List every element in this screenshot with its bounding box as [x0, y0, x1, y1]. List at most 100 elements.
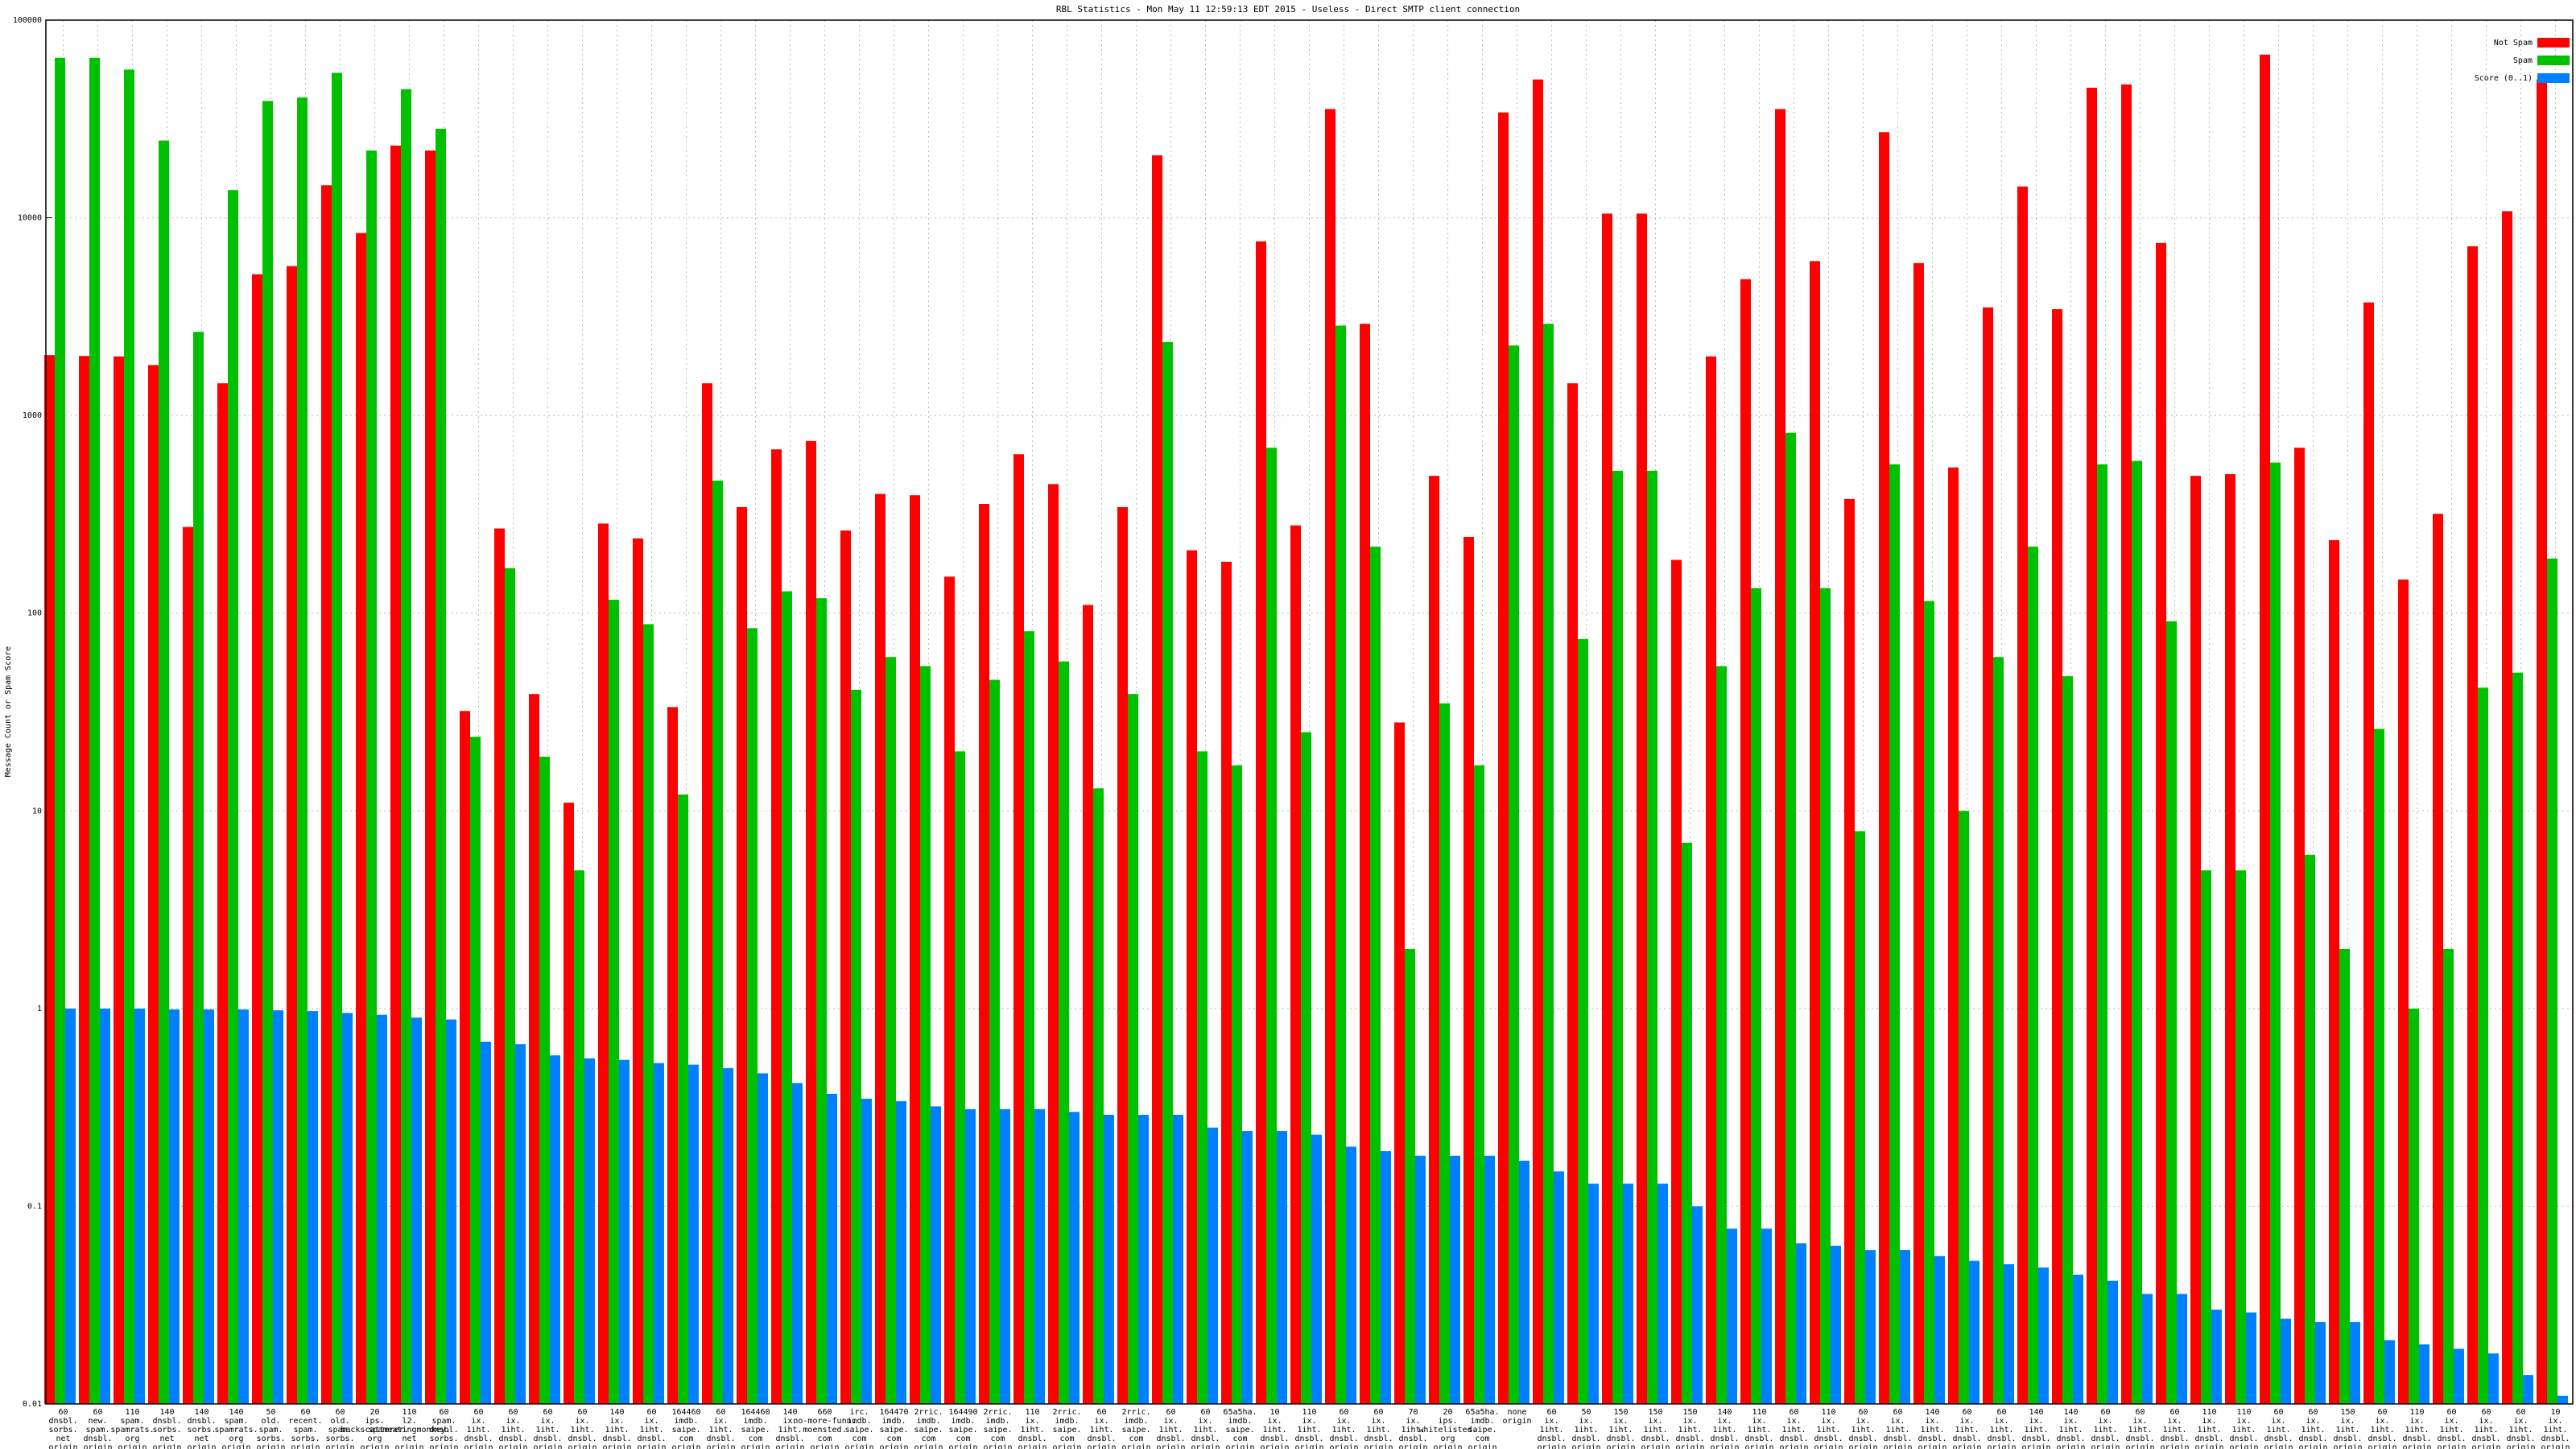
bar [228, 190, 238, 1405]
bar [2512, 672, 2523, 1404]
bar [1671, 559, 1682, 1405]
bar [124, 69, 134, 1404]
bar [1335, 325, 1346, 1405]
legend-swatch [2537, 38, 2570, 47]
bar [148, 365, 159, 1405]
bar [1277, 1131, 1287, 1404]
bar [2073, 1274, 2083, 1404]
bar [1727, 1228, 1737, 1404]
x-tick-label: 140 spam. spamrats. org origin [214, 1408, 258, 1449]
bar [1716, 666, 1727, 1404]
x-tick-label: 140 ix. 1iht. dnsbl. origin [2056, 1408, 2085, 1449]
x-tick-label: 110 l2. spameatingmonkey. net origin [368, 1408, 450, 1449]
x-tick-label: 60 ix. 1iht. dnsbl. origin [2471, 1408, 2500, 1449]
bar [1415, 1155, 1426, 1404]
bar [1000, 1108, 1010, 1404]
x-tick-label: 110 ix. 1iht. dnsbl. origin [1018, 1408, 1046, 1449]
x-tick-label: 60 ix. 1iht. dnsbl. origin [2091, 1408, 2120, 1449]
bar [366, 150, 377, 1405]
bar [806, 440, 816, 1404]
bar [1093, 788, 1104, 1404]
bar [2443, 948, 2454, 1404]
bar [1370, 547, 1381, 1405]
bar [183, 526, 193, 1404]
bar [1647, 470, 1657, 1404]
bar [2537, 79, 2547, 1404]
x-tick-label: 164490 imdb. saipe. com origin [948, 1408, 977, 1449]
bar [1637, 213, 1647, 1405]
bar [619, 1059, 630, 1404]
x-tick-label: 60 ix. 1iht. dnsbl. origin [2125, 1408, 2154, 1449]
bar [238, 1009, 249, 1404]
bar [1831, 1245, 1841, 1404]
bar [1301, 732, 1311, 1404]
x-tick-label: 60 ix. 1iht. dnsbl. origin [2506, 1408, 2535, 1449]
bar [1463, 537, 1474, 1404]
bar [688, 1064, 699, 1404]
bar [1346, 1146, 1356, 1404]
bar [1612, 470, 1623, 1404]
bar [2502, 211, 2512, 1404]
bar [2017, 186, 2028, 1404]
x-tick-label: 140 dnsbl. sorbs. net origin [187, 1408, 216, 1449]
x-tick-label: 50 ix. 1iht. dnsbl. origin [1571, 1408, 1600, 1449]
bar [1048, 484, 1059, 1404]
bar [758, 1073, 768, 1404]
bar [550, 1055, 560, 1404]
x-tick-label: 60 ix. 1iht. dnsbl. origin [1087, 1408, 1116, 1449]
bar [2488, 1353, 2499, 1404]
bar [1474, 765, 1484, 1404]
bar [1024, 631, 1034, 1404]
x-tick-label: 110 ix. 1iht. dnsbl. origin [2229, 1408, 2258, 1449]
bar [193, 332, 204, 1404]
bar [1311, 1134, 1322, 1404]
y-tick-label: 1000 [23, 411, 42, 420]
bar [411, 1018, 422, 1404]
bar [2211, 1309, 2222, 1404]
x-tick-label: 60 ix. 1iht. dnsbl. origin [2437, 1408, 2466, 1449]
bar [401, 89, 411, 1404]
bar [1381, 1150, 1391, 1404]
x-tick-label: 60 dnsbl. sorbs. net origin [48, 1408, 77, 1449]
bar [1266, 448, 1277, 1404]
x-tick-label: 60 ix. 1iht. dnsbl. origin [1329, 1408, 1358, 1449]
bar [1751, 588, 1761, 1404]
x-tick-label: 60 ix. 1iht. dnsbl. origin [1156, 1408, 1185, 1449]
bar [920, 666, 931, 1404]
bar [1740, 279, 1751, 1404]
x-tick-label: 60 ix. 1iht. dnsbl. origin [1952, 1408, 1981, 1449]
bar [633, 538, 643, 1405]
x-tick-label: 60 new. spam. dnsbl. origin [83, 1408, 112, 1449]
bar [2246, 1312, 2256, 1404]
bar [308, 1011, 318, 1404]
bar [2315, 1322, 2326, 1404]
bar [1498, 112, 1509, 1404]
bar [1208, 1127, 1218, 1404]
bar [1855, 831, 1865, 1404]
bar [1256, 241, 1266, 1404]
bar [1059, 661, 1069, 1404]
bar [2478, 687, 2488, 1404]
bar [1533, 79, 1543, 1404]
bar [2004, 1264, 2014, 1404]
bar [2350, 1322, 2360, 1404]
bar [2132, 460, 2142, 1404]
x-tick-label: 2rric. imdb. saipe. com origin [1052, 1408, 1081, 1449]
x-tick-label: 60 ix. 1iht. dnsbl. origin [2298, 1408, 2327, 1449]
bar [1775, 109, 1785, 1405]
legend-swatch [2537, 56, 2570, 65]
bar [886, 657, 896, 1404]
legend-label: Spam [2513, 56, 2533, 65]
bar [1554, 1171, 1564, 1404]
bar [2038, 1267, 2049, 1404]
bar [470, 737, 481, 1404]
bar [723, 1067, 733, 1404]
x-tick-label: 60 ix. 1iht. dnsbl. origin [2368, 1408, 2396, 1449]
y-tick-label: 0.01 [23, 1400, 42, 1409]
bar [159, 140, 169, 1404]
bar [134, 1008, 145, 1404]
bar [332, 72, 342, 1404]
x-tick-label: 60 ix. 1iht. dnsbl. origin [1883, 1408, 1912, 1449]
bar [2028, 547, 2038, 1405]
bar [598, 523, 609, 1404]
